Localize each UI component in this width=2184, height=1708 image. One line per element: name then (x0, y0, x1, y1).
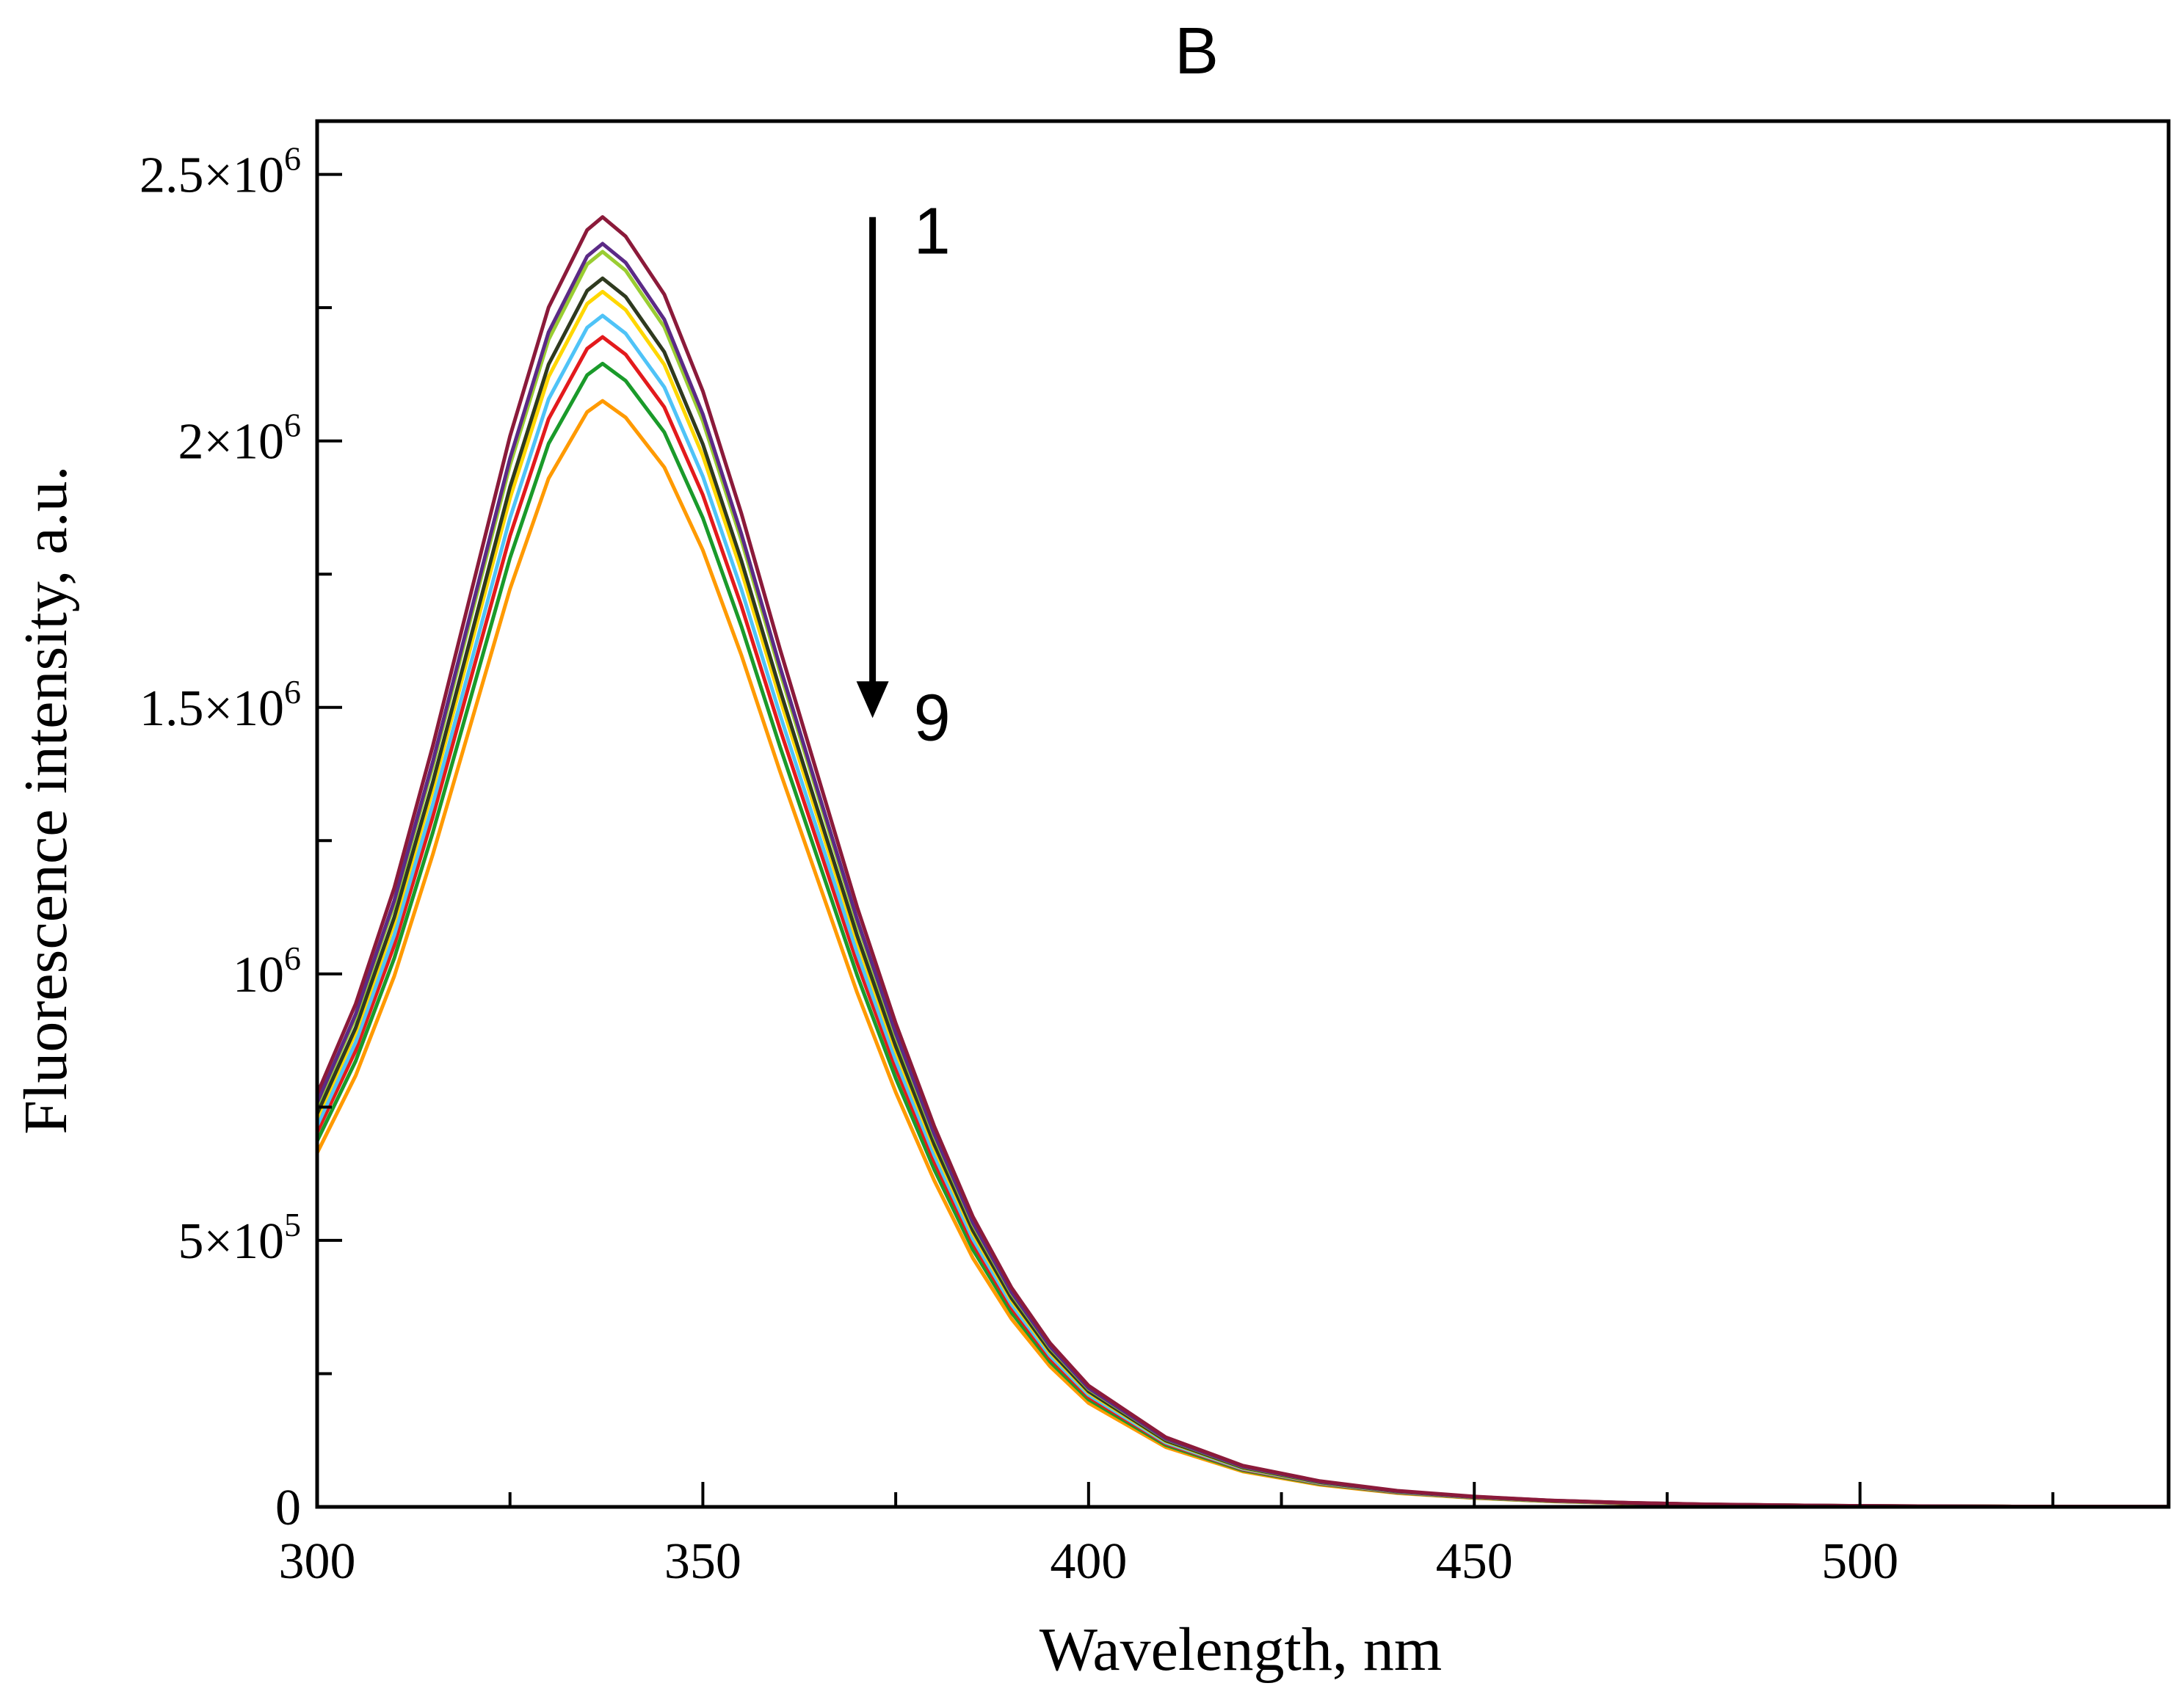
axis-layer: 300 350 400 450 500 0 5×105 106 1.5×106 2×106 2.5×… (139, 140, 2055, 1590)
y-tick-label: 106 (233, 940, 301, 1003)
x-tick-label: 300 (279, 1533, 356, 1590)
y-tick-label: 0 (275, 1480, 301, 1536)
x-tick-label: 500 (1821, 1533, 1898, 1590)
x-tick-label: 350 (664, 1533, 741, 1590)
series-line-4 (315, 276, 2171, 1509)
x-tick-label: 400 (1050, 1533, 1127, 1590)
series-layer (315, 215, 2171, 1509)
y-tick-label: 2.5×106 (139, 140, 301, 204)
arrow-head (856, 681, 889, 719)
plot-frame (315, 119, 2171, 1509)
x-axis-label: Wavelength, nm (1040, 1616, 1442, 1684)
series-line-8 (315, 361, 2171, 1509)
y-tick-label: 1.5×106 (139, 673, 301, 737)
series-line-2 (315, 241, 2171, 1509)
arrow-start-label: 1 (914, 195, 951, 269)
x-tick-label: 450 (1436, 1533, 1513, 1590)
y-tick-label: 2×106 (178, 407, 301, 470)
annotation-layer: 19 (856, 195, 951, 755)
series-line-6 (315, 313, 2171, 1509)
y-axis-label: Fluorescence intensity, a.u. (12, 465, 80, 1134)
series-line-3 (315, 250, 2171, 1509)
arrow-end-label: 9 (914, 681, 951, 755)
chart-title: B (1175, 15, 1219, 88)
series-line-1 (315, 215, 2171, 1509)
series-line-9 (315, 399, 2171, 1509)
y-tick-label: 5×105 (178, 1206, 301, 1270)
series-line-7 (315, 335, 2171, 1509)
series-line-5 (315, 289, 2171, 1509)
